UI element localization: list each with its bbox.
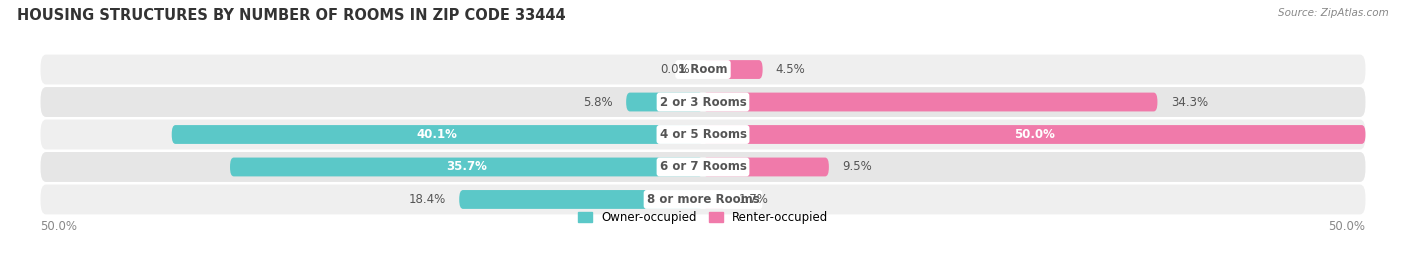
Text: 5.8%: 5.8% xyxy=(583,95,613,108)
Text: 35.7%: 35.7% xyxy=(446,161,486,174)
Text: 1 Room: 1 Room xyxy=(678,63,728,76)
FancyBboxPatch shape xyxy=(41,185,1365,214)
FancyBboxPatch shape xyxy=(41,87,1365,117)
Text: 9.5%: 9.5% xyxy=(842,161,872,174)
FancyBboxPatch shape xyxy=(703,190,725,209)
Text: 50.0%: 50.0% xyxy=(1014,128,1054,141)
Text: 8 or more Rooms: 8 or more Rooms xyxy=(647,193,759,206)
FancyBboxPatch shape xyxy=(703,60,762,79)
FancyBboxPatch shape xyxy=(41,55,1365,84)
Legend: Owner-occupied, Renter-occupied: Owner-occupied, Renter-occupied xyxy=(572,206,834,228)
Text: 6 or 7 Rooms: 6 or 7 Rooms xyxy=(659,161,747,174)
FancyBboxPatch shape xyxy=(703,158,830,176)
Text: 4.5%: 4.5% xyxy=(776,63,806,76)
Text: 50.0%: 50.0% xyxy=(41,220,77,233)
Text: HOUSING STRUCTURES BY NUMBER OF ROOMS IN ZIP CODE 33444: HOUSING STRUCTURES BY NUMBER OF ROOMS IN… xyxy=(17,8,565,23)
FancyBboxPatch shape xyxy=(703,93,1157,111)
Text: 34.3%: 34.3% xyxy=(1171,95,1208,108)
FancyBboxPatch shape xyxy=(460,190,703,209)
FancyBboxPatch shape xyxy=(231,158,703,176)
Text: 1.7%: 1.7% xyxy=(738,193,769,206)
Text: 18.4%: 18.4% xyxy=(409,193,446,206)
Text: 50.0%: 50.0% xyxy=(1329,220,1365,233)
FancyBboxPatch shape xyxy=(172,125,703,144)
FancyBboxPatch shape xyxy=(703,125,1365,144)
Text: 4 or 5 Rooms: 4 or 5 Rooms xyxy=(659,128,747,141)
Text: 2 or 3 Rooms: 2 or 3 Rooms xyxy=(659,95,747,108)
FancyBboxPatch shape xyxy=(41,152,1365,182)
FancyBboxPatch shape xyxy=(626,93,703,111)
Text: 0.0%: 0.0% xyxy=(661,63,690,76)
Text: Source: ZipAtlas.com: Source: ZipAtlas.com xyxy=(1278,8,1389,18)
FancyBboxPatch shape xyxy=(41,119,1365,150)
Text: 40.1%: 40.1% xyxy=(418,128,458,141)
